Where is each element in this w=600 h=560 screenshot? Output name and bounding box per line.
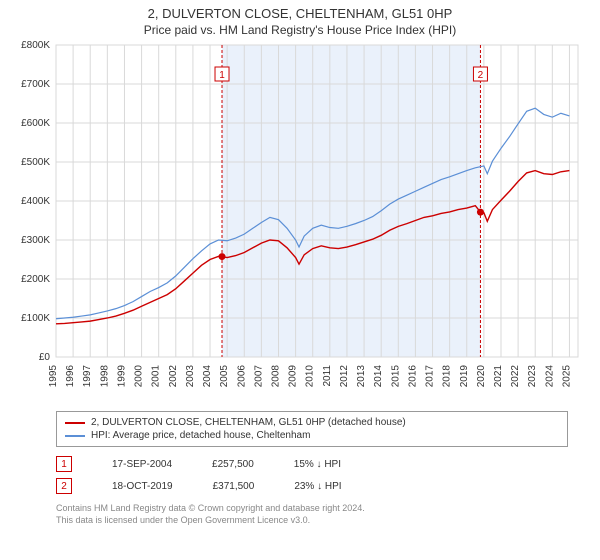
svg-text:2011: 2011 [322, 365, 333, 387]
svg-text:£800K: £800K [21, 40, 50, 51]
svg-text:2000: 2000 [134, 365, 145, 388]
svg-text:1997: 1997 [82, 365, 93, 388]
sale-delta: 15% ↓ HPI [294, 459, 341, 470]
page-title: 2, DULVERTON CLOSE, CHELTENHAM, GL51 0HP [0, 6, 600, 21]
svg-text:2: 2 [478, 70, 484, 81]
sale-row: 2 18-OCT-2019 £371,500 23% ↓ HPI [56, 475, 568, 497]
svg-text:£500K: £500K [21, 157, 50, 168]
legend: 2, DULVERTON CLOSE, CHELTENHAM, GL51 0HP… [56, 411, 568, 447]
sale-date: 17-SEP-2004 [112, 459, 172, 470]
svg-text:£100K: £100K [21, 313, 50, 324]
svg-text:2024: 2024 [544, 365, 555, 388]
svg-text:£300K: £300K [21, 235, 50, 246]
svg-text:2005: 2005 [219, 365, 230, 388]
svg-text:2007: 2007 [253, 365, 264, 388]
legend-swatch [65, 422, 85, 424]
legend-row: HPI: Average price, detached house, Chel… [65, 429, 559, 442]
svg-text:2013: 2013 [356, 365, 367, 388]
svg-text:1998: 1998 [99, 365, 110, 388]
legend-label: 2, DULVERTON CLOSE, CHELTENHAM, GL51 0HP… [91, 417, 406, 428]
svg-text:2016: 2016 [407, 365, 418, 388]
svg-text:2014: 2014 [373, 365, 384, 388]
svg-text:£700K: £700K [21, 79, 50, 90]
svg-text:1996: 1996 [65, 365, 76, 388]
svg-text:2012: 2012 [339, 365, 350, 388]
svg-text:2023: 2023 [527, 365, 538, 388]
svg-text:£400K: £400K [21, 196, 50, 207]
svg-text:2001: 2001 [151, 365, 162, 388]
svg-text:2019: 2019 [459, 365, 470, 388]
legend-label: HPI: Average price, detached house, Chel… [91, 430, 310, 441]
svg-text:2018: 2018 [442, 365, 453, 388]
svg-text:2010: 2010 [305, 365, 316, 388]
footer-attribution: Contains HM Land Registry data © Crown c… [56, 503, 568, 526]
svg-text:2002: 2002 [168, 365, 179, 388]
svg-text:1999: 1999 [116, 365, 127, 388]
footer-line: This data is licensed under the Open Gov… [56, 515, 568, 527]
svg-text:£200K: £200K [21, 274, 50, 285]
svg-text:2017: 2017 [425, 365, 436, 388]
sale-marker-icon: 1 [56, 456, 72, 472]
svg-text:£600K: £600K [21, 118, 50, 129]
svg-text:£0: £0 [39, 352, 51, 363]
legend-row: 2, DULVERTON CLOSE, CHELTENHAM, GL51 0HP… [65, 416, 559, 429]
legend-swatch [65, 435, 85, 437]
sale-marker-icon: 2 [56, 478, 72, 494]
svg-text:2009: 2009 [288, 365, 299, 388]
svg-text:2008: 2008 [270, 365, 281, 388]
sale-row: 1 17-SEP-2004 £257,500 15% ↓ HPI [56, 453, 568, 475]
sale-price: £371,500 [213, 481, 255, 492]
svg-text:2006: 2006 [236, 365, 247, 388]
footer-line: Contains HM Land Registry data © Crown c… [56, 503, 568, 515]
sale-date: 18-OCT-2019 [112, 481, 173, 492]
svg-text:2003: 2003 [185, 365, 196, 388]
price-chart: £0 £100K £200K £300K £400K £500K £600K £700K £80… [0, 37, 600, 407]
svg-text:2004: 2004 [202, 365, 213, 388]
page-subtitle: Price paid vs. HM Land Registry's House … [0, 23, 600, 37]
svg-text:1995: 1995 [48, 365, 59, 388]
svg-text:2025: 2025 [561, 365, 572, 388]
svg-text:1: 1 [219, 70, 225, 81]
svg-text:2020: 2020 [476, 365, 487, 388]
svg-text:2022: 2022 [510, 365, 521, 388]
sale-delta: 23% ↓ HPI [294, 481, 341, 492]
sale-price: £257,500 [212, 459, 254, 470]
svg-text:2021: 2021 [493, 365, 504, 388]
svg-text:2015: 2015 [390, 365, 401, 388]
sales-table: 1 17-SEP-2004 £257,500 15% ↓ HPI 2 18-OC… [56, 453, 568, 497]
